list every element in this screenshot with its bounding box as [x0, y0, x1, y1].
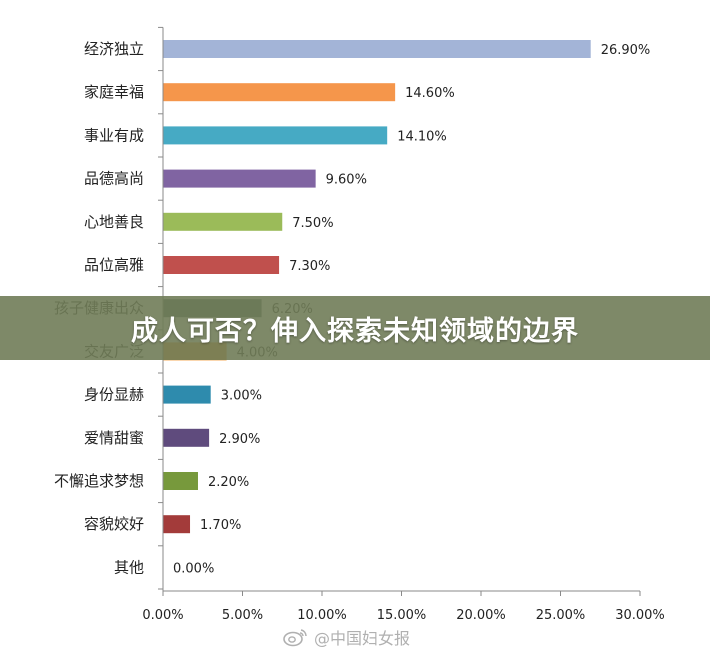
- bar: [163, 40, 591, 58]
- bars-layer: [163, 40, 591, 534]
- category-label: 爱情甜蜜: [84, 429, 144, 447]
- category-label: 品德高尚: [84, 170, 144, 188]
- bar: [163, 83, 396, 102]
- x-tick-label: 20.00%: [456, 608, 506, 623]
- category-label: 家庭幸福: [84, 83, 144, 101]
- category-label: 事业有成: [84, 126, 144, 144]
- x-tick-label: 5.00%: [222, 608, 263, 623]
- category-label: 身份显赫: [84, 386, 144, 404]
- data-label: 0.00%: [173, 561, 214, 576]
- category-label: 不懈追求梦想: [54, 472, 144, 490]
- watermark: @中国妇女报: [282, 625, 410, 649]
- data-label: 14.10%: [397, 129, 447, 144]
- data-label: 14.60%: [405, 86, 455, 101]
- category-label: 其他: [114, 558, 144, 576]
- data-label: 7.30%: [289, 259, 330, 274]
- data-label: 2.90%: [219, 432, 260, 447]
- category-label: 经济独立: [84, 40, 144, 58]
- labels-layer: 经济独立 26.90% 家庭幸福 14.60% 事业有成 14.10% 品德高尚 9.60% 心…: [54, 40, 665, 623]
- title-banner: 成人可否？伸入探索未知领域的边界: [0, 296, 710, 360]
- bar: [163, 256, 280, 274]
- x-tick-label: 30.00%: [615, 608, 665, 623]
- bar: [163, 515, 191, 534]
- x-tick-label: 10.00%: [297, 608, 347, 623]
- banner-title: 成人可否？伸入探索未知领域的边界: [131, 315, 579, 347]
- bar: [163, 428, 210, 447]
- data-label: 1.70%: [200, 518, 241, 533]
- data-label: 9.60%: [326, 173, 367, 188]
- data-label: 26.90%: [601, 43, 651, 58]
- data-label: 3.00%: [221, 389, 262, 404]
- x-tick-label: 25.00%: [536, 608, 586, 623]
- category-label: 容貌姣好: [84, 515, 144, 533]
- bar: [163, 126, 388, 145]
- bar: [163, 212, 283, 231]
- bar: [163, 169, 316, 188]
- bar: [163, 472, 198, 490]
- data-label: 7.50%: [292, 216, 333, 231]
- category-label: 品位高雅: [84, 256, 144, 274]
- x-tick-label: 0.00%: [142, 608, 183, 623]
- category-label: 心地善良: [84, 213, 144, 231]
- watermark-text: @中国妇女报: [314, 629, 411, 648]
- data-label: 2.20%: [208, 475, 249, 490]
- bar: [163, 385, 211, 404]
- weibo-icon: [283, 629, 307, 647]
- x-tick-label: 15.00%: [377, 608, 427, 623]
